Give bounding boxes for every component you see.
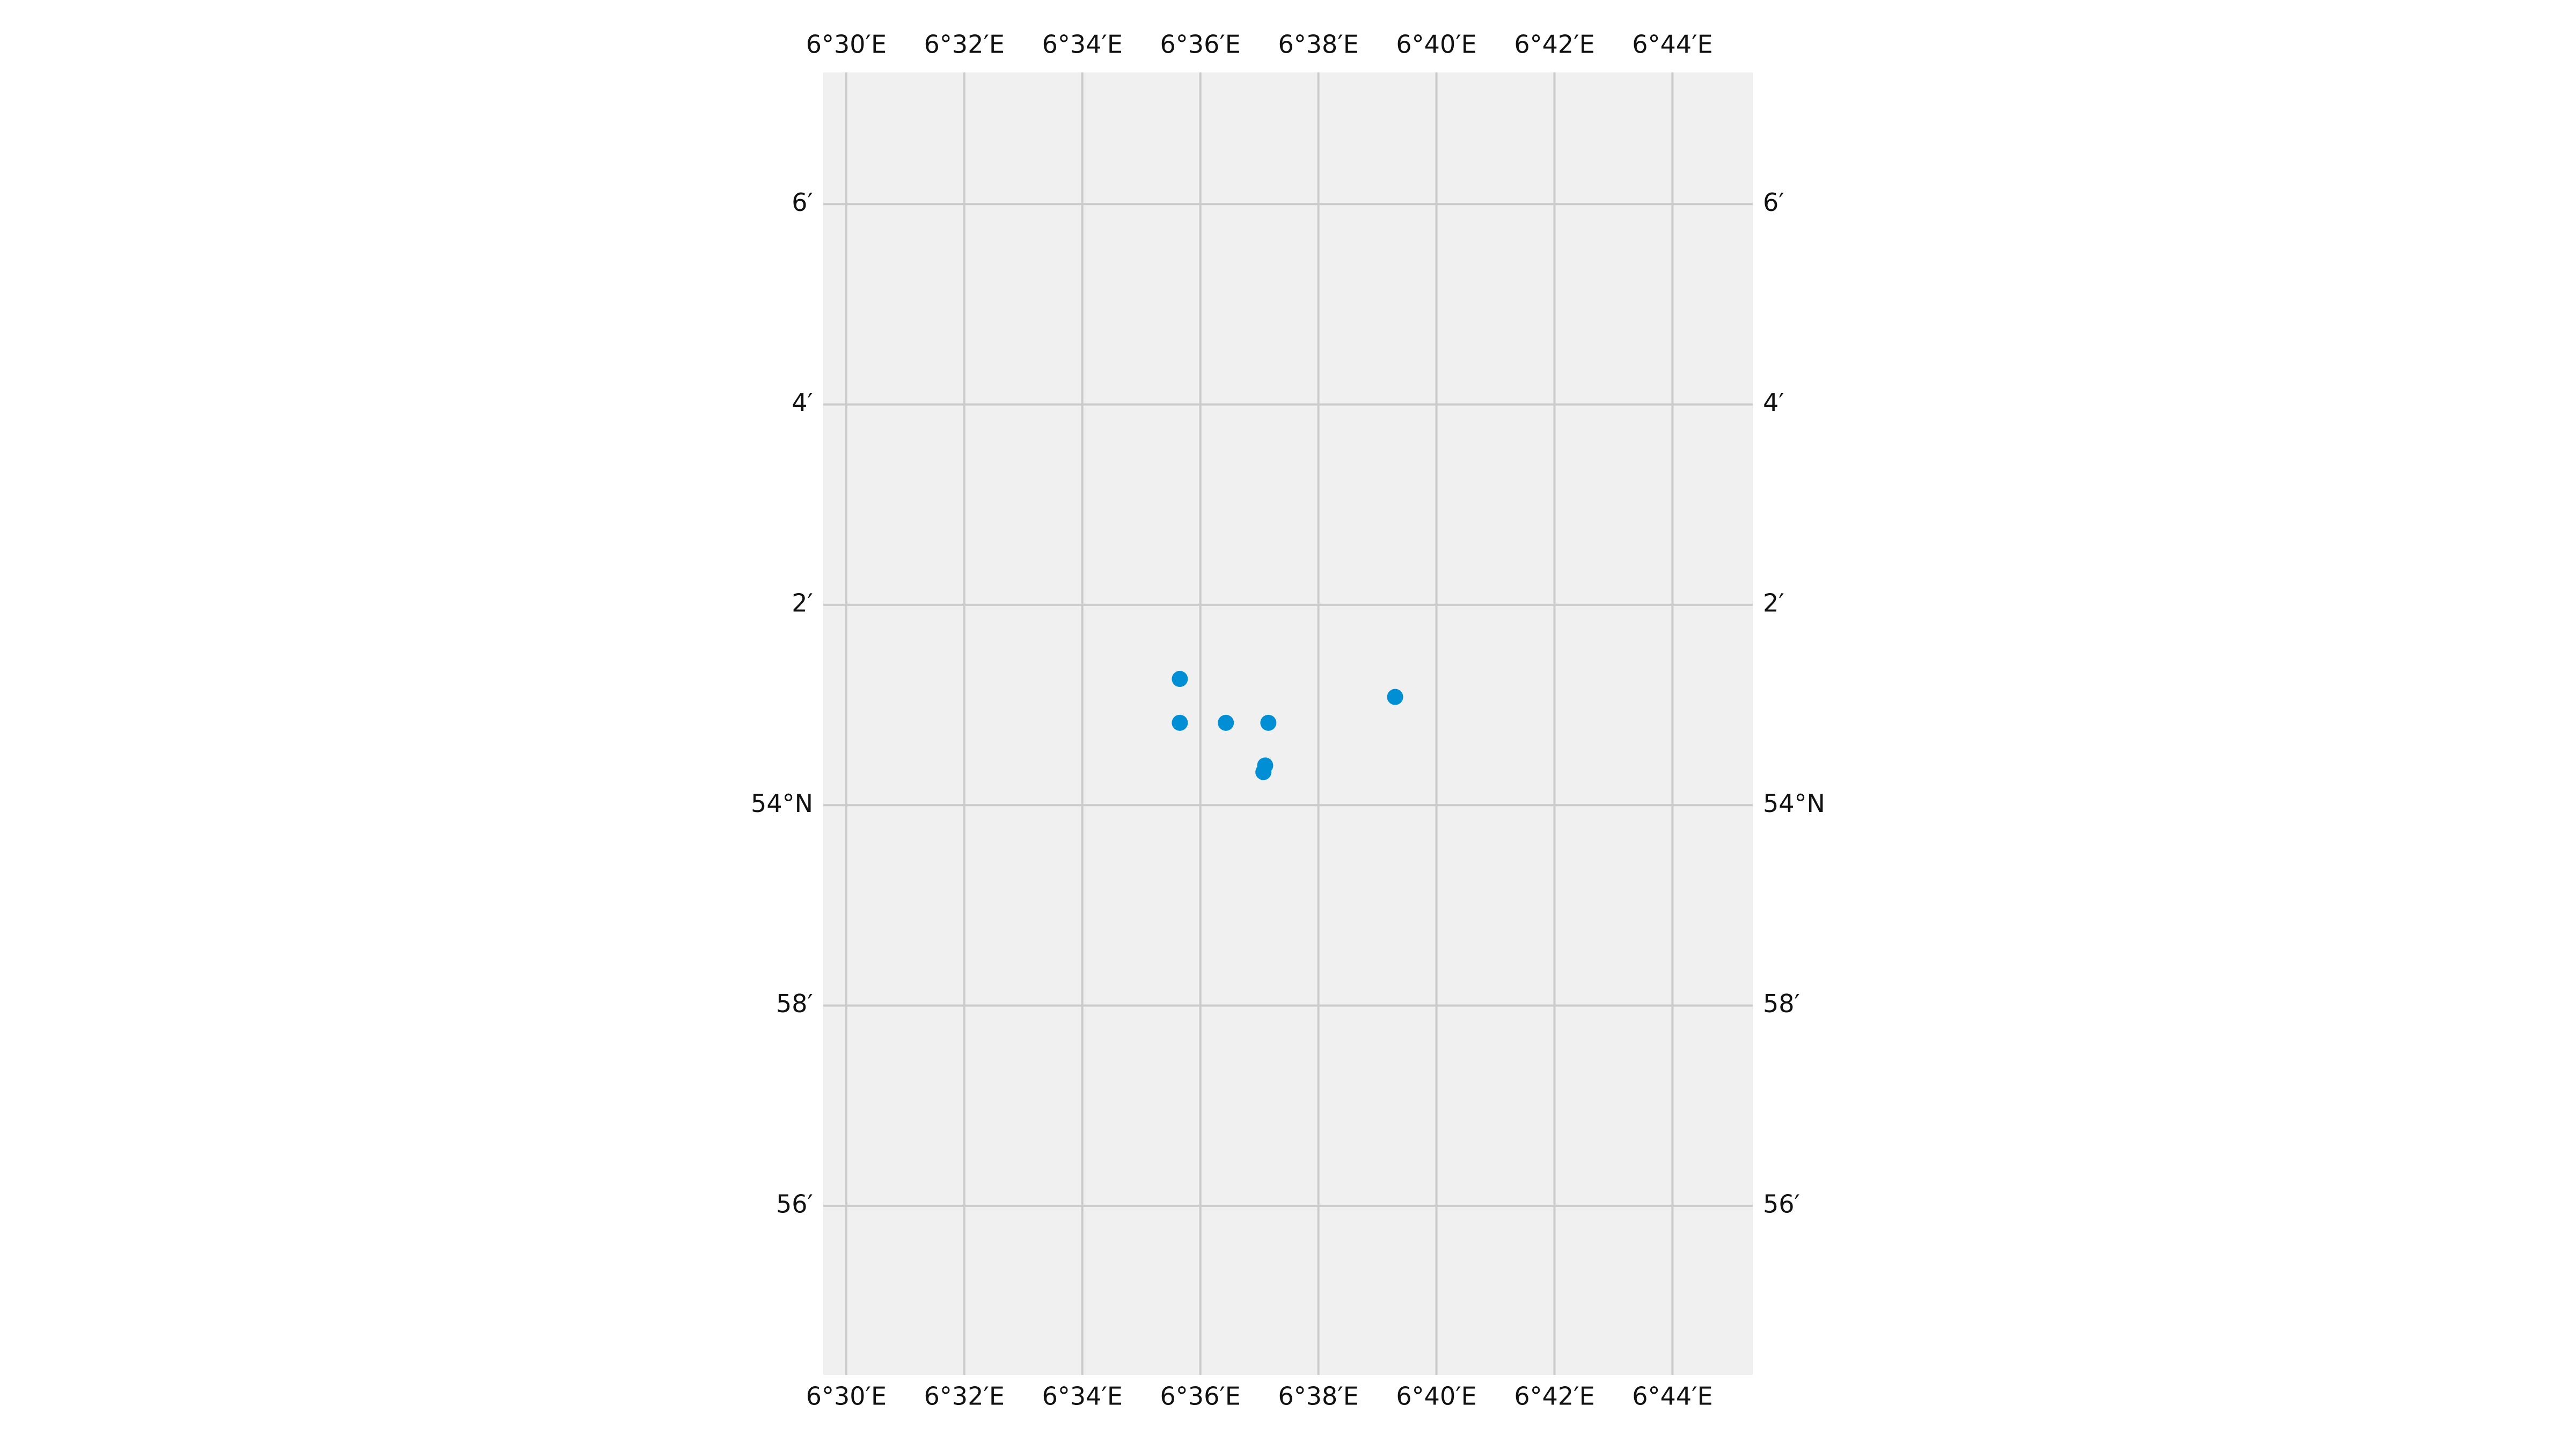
x-tick-label: 6°44′E	[1632, 1382, 1713, 1411]
y-tick-label: 54°N	[751, 789, 813, 818]
y-tick-label: 4′	[1763, 388, 1784, 417]
y-tick-label: 56′	[776, 1189, 813, 1218]
x-tick-label: 6°36′E	[1160, 1382, 1241, 1411]
x-tick-label: 6°42′E	[1514, 30, 1594, 59]
y-tick-label: 56′	[1763, 1189, 1800, 1218]
x-tick-label: 6°30′E	[806, 1382, 887, 1411]
y-tick-label: 6′	[1763, 188, 1784, 217]
y-tick-label: 58′	[1763, 989, 1800, 1018]
x-tick-label: 6°40′E	[1396, 1382, 1476, 1411]
x-tick-label: 6°40′E	[1396, 30, 1476, 59]
point	[1172, 671, 1188, 687]
x-tick-label: 6°32′E	[924, 1382, 1005, 1411]
y-tick-label: 2′	[1763, 588, 1784, 617]
x-tick-label: 6°38′E	[1278, 30, 1358, 59]
x-tick-label: 6°34′E	[1042, 30, 1123, 59]
y-tick-label: 4′	[792, 388, 813, 417]
x-tick-label: 6°32′E	[924, 30, 1005, 59]
point	[1218, 714, 1234, 731]
y-tick-label: 54°N	[1763, 789, 1825, 818]
x-tick-label: 6°30′E	[806, 30, 887, 59]
x-tick-label: 6°34′E	[1042, 1382, 1123, 1411]
x-tick-label: 6°44′E	[1632, 30, 1713, 59]
point	[1172, 714, 1188, 731]
y-tick-label: 2′	[792, 588, 813, 617]
x-tick-label: 6°42′E	[1514, 1382, 1594, 1411]
plot-area	[823, 72, 1753, 1375]
y-tick-label: 58′	[776, 989, 813, 1018]
point	[1260, 714, 1277, 731]
point	[1255, 764, 1272, 780]
y-tick-label: 6′	[792, 188, 813, 217]
point	[1387, 689, 1403, 705]
x-tick-label: 6°36′E	[1160, 30, 1241, 59]
x-tick-label: 6°38′E	[1278, 1382, 1358, 1411]
